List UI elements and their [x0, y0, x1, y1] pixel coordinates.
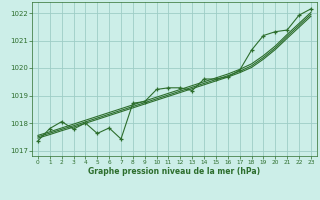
X-axis label: Graphe pression niveau de la mer (hPa): Graphe pression niveau de la mer (hPa)	[88, 167, 260, 176]
